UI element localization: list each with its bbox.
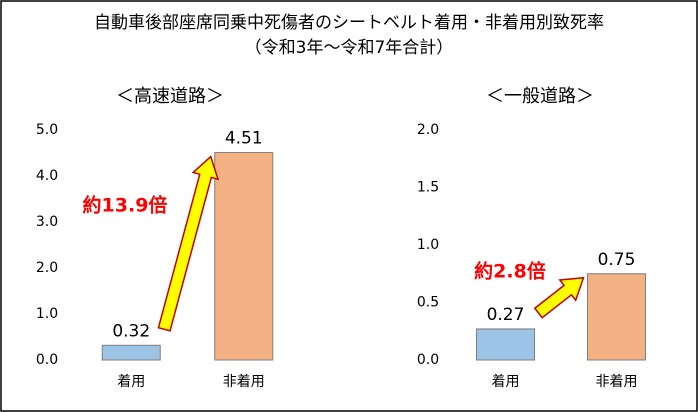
y-tick-label: 0.5 (417, 295, 439, 311)
bar (587, 273, 646, 361)
arrow (157, 155, 220, 332)
panel-title: ＜一般道路＞ (486, 86, 594, 107)
y-tick-label: 2.0 (36, 260, 58, 276)
x-tick-label: 着用 (117, 374, 145, 390)
chart-subtitle: （令和3年～令和7年合計） (245, 38, 454, 58)
x-tick-label: 非着用 (223, 374, 265, 390)
value-label: 4.51 (225, 129, 263, 149)
annotation: 約2.8倍 (474, 260, 546, 283)
bar (214, 152, 274, 361)
y-tick-label: 1.0 (36, 306, 58, 322)
y-tick-label: 5.0 (36, 122, 58, 138)
y-tick-label: 3.0 (36, 214, 58, 230)
y-tick-label: 2.0 (417, 122, 439, 138)
value-label: 0.75 (598, 250, 636, 270)
y-tick-label: 1.0 (417, 237, 439, 253)
x-tick-label: 着用 (492, 374, 520, 390)
y-tick-label: 0.0 (36, 352, 58, 368)
bar (476, 328, 535, 361)
bar (101, 344, 161, 361)
panel-title: ＜高速道路＞ (116, 86, 224, 107)
y-tick-label: 1.5 (417, 180, 439, 196)
x-tick-label: 非着用 (596, 374, 638, 390)
value-label: 0.27 (487, 305, 525, 325)
y-tick-label: 4.0 (36, 168, 58, 184)
y-tick-label: 0.0 (417, 352, 439, 368)
annotation: 約13.9倍 (83, 194, 168, 217)
arrow (533, 276, 585, 319)
chart-title: 自動車後部座席同乗中死傷者のシートベルト着用・非着用別致死率 (94, 13, 604, 33)
value-label: 0.32 (112, 321, 150, 341)
